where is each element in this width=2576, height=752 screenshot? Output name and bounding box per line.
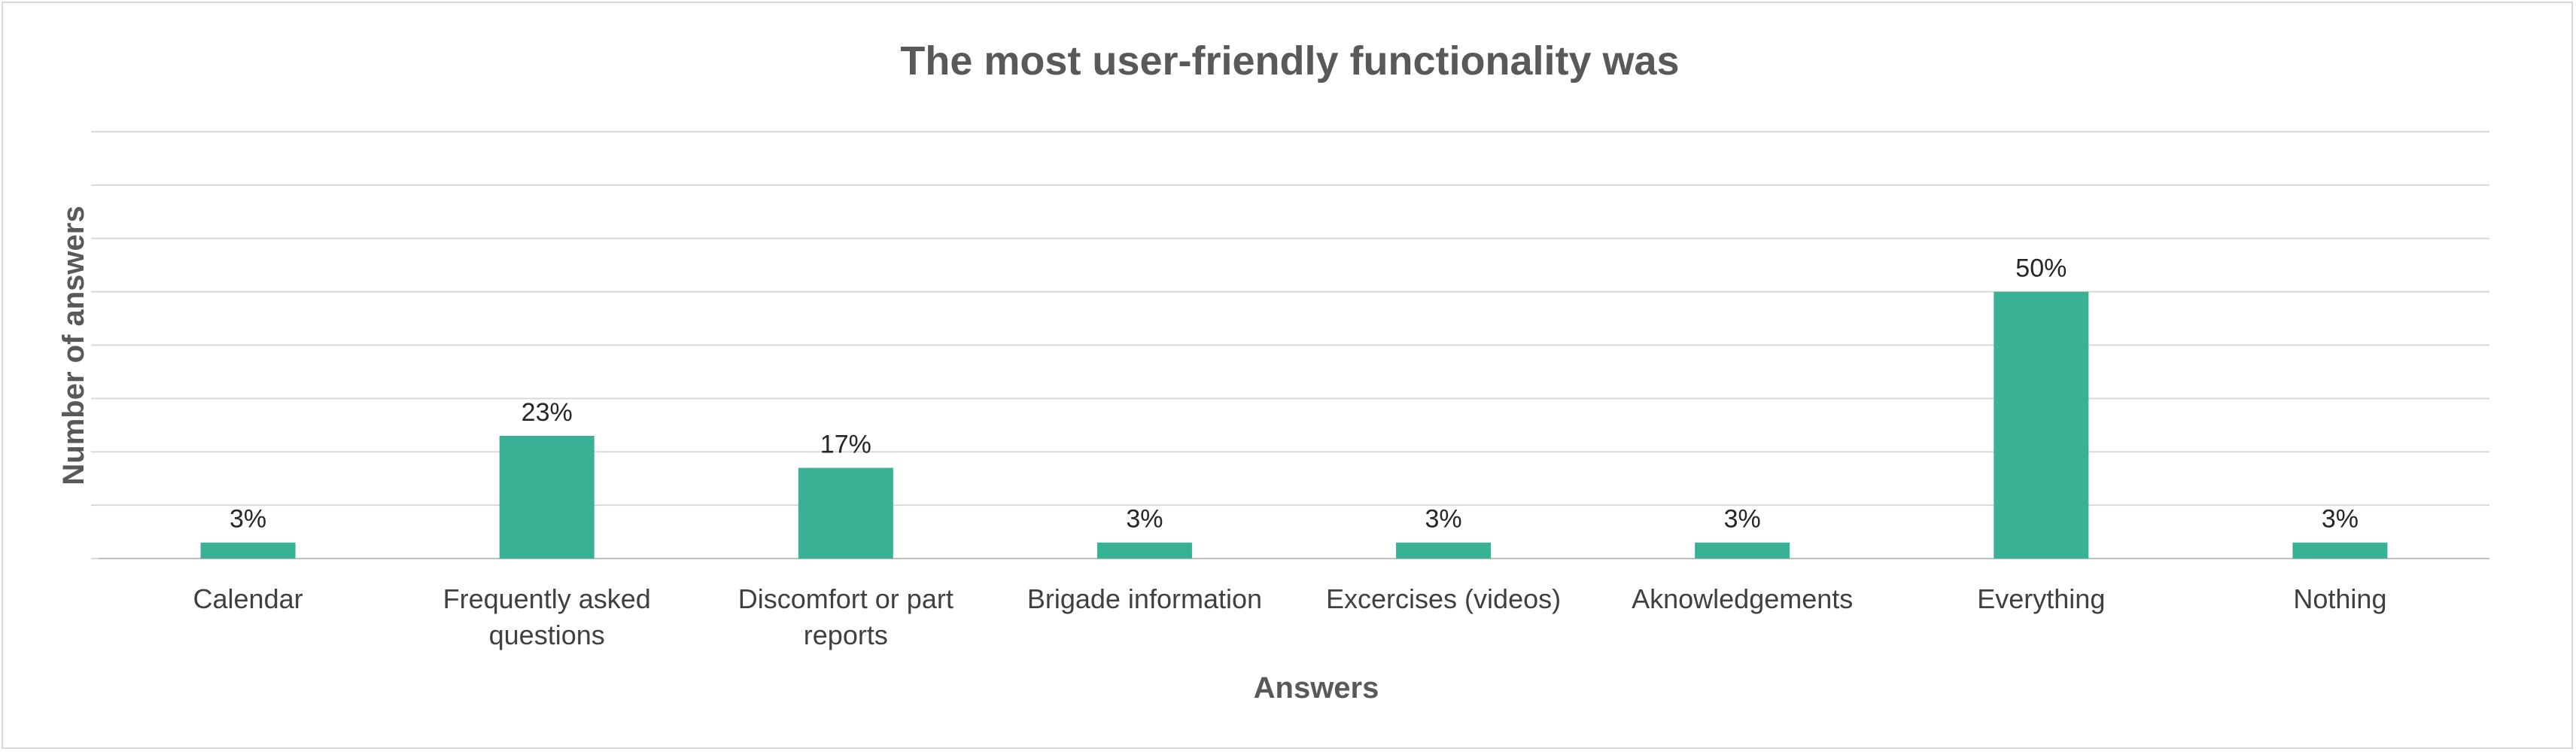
data-label: 3% [1425,505,1461,534]
bar [1695,542,1790,559]
category-label: Calendar [193,583,303,614]
data-label: 23% [522,398,573,427]
bar [2292,542,2388,559]
bar [200,542,296,559]
bar [499,435,595,559]
data-label: 3% [2322,505,2359,534]
category-label: Frequently asked questions [443,583,651,650]
x-axis-title: Answers [1254,671,1379,705]
gridlines [91,131,2489,559]
bar [798,467,893,559]
category-label: Excercises (videos) [1326,583,1561,614]
category-label: Brigade information [1027,583,1262,614]
bars [200,291,2388,559]
data-label: 3% [230,505,266,534]
data-label: 50% [2015,254,2067,283]
bar-chart: The most user-friendly functionality was… [57,38,2489,705]
bar [1396,542,1492,559]
bar [1096,542,1192,559]
category-label: Discomfort or part reports [738,583,953,650]
data-label: 17% [820,431,871,459]
data-labels: 3% 23% 17% 3% 3% 3% 50% 3% [230,254,2359,534]
category-labels: Calendar Frequently asked questions Discomf… [193,583,2387,650]
chart-title: The most user-friendly functionality was [900,38,1679,84]
category-label: Aknowledgements [1632,583,1853,614]
data-label: 3% [1126,505,1163,534]
category-label: Everything [1977,583,2105,614]
category-label: Nothing [2293,583,2386,614]
data-label: 3% [1724,505,1761,534]
y-axis-title: Number of answers [57,206,90,485]
bar [1994,291,2089,559]
